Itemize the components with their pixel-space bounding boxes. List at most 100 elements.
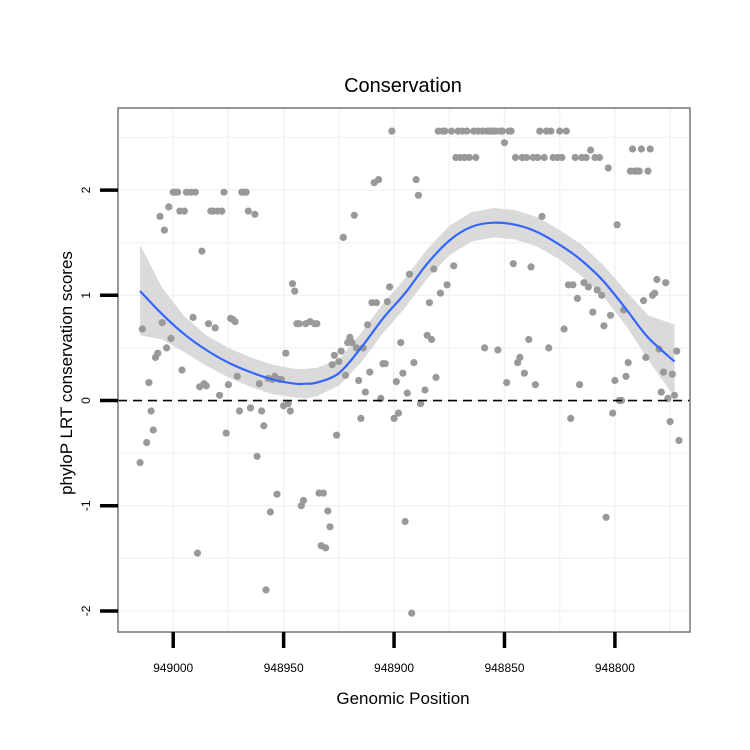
data-point: [443, 281, 451, 289]
data-point: [675, 436, 683, 445]
data-point: [531, 381, 540, 389]
data-point: [560, 325, 568, 333]
data-point: [573, 294, 582, 302]
data-point: [503, 379, 511, 387]
data-point: [624, 359, 632, 367]
data-point: [509, 260, 517, 268]
data-point: [520, 369, 529, 377]
data-point: [372, 299, 380, 307]
x-tick-label: 948900: [374, 661, 414, 675]
data-point: [545, 344, 553, 352]
data-point: [562, 127, 570, 135]
data-point: [399, 369, 407, 377]
data-point: [538, 212, 546, 220]
y-tick-label: 0: [79, 397, 93, 404]
y-tick-label: 2: [79, 186, 93, 193]
data-point: [255, 380, 263, 388]
data-point: [567, 414, 575, 422]
data-point: [335, 358, 343, 366]
data-point: [390, 414, 398, 422]
data-point: [291, 287, 299, 295]
data-point: [202, 382, 210, 390]
data-point: [511, 153, 520, 162]
data-point: [242, 188, 250, 196]
data-point: [375, 176, 383, 184]
data-point: [136, 459, 144, 467]
data-point: [295, 320, 303, 328]
data-point: [666, 418, 674, 426]
data-point: [481, 344, 489, 352]
data-point: [366, 368, 374, 376]
data-point: [350, 211, 358, 219]
data-point: [525, 335, 533, 344]
data-point: [600, 322, 608, 330]
data-point: [584, 283, 593, 291]
data-point: [421, 386, 429, 394]
data-point: [286, 407, 294, 415]
y-axis: -2 -1 0 1 2: [79, 186, 118, 616]
data-point: [147, 407, 155, 415]
data-point: [288, 280, 297, 288]
data-point: [222, 429, 230, 437]
data-point: [640, 297, 648, 305]
data-point: [220, 188, 228, 196]
data-point: [589, 308, 597, 316]
data-point: [189, 313, 197, 321]
data-point: [428, 335, 436, 344]
x-tick-label: 948950: [264, 661, 304, 675]
data-point: [313, 320, 321, 328]
x-axis-title: Genomic Position: [336, 689, 469, 708]
data-point: [425, 299, 433, 307]
data-point: [224, 381, 232, 389]
data-point: [235, 407, 244, 415]
data-point: [143, 439, 151, 447]
data-point: [337, 347, 345, 355]
data-point: [494, 346, 502, 354]
data-point: [582, 153, 590, 162]
data-point: [523, 153, 531, 162]
data-point: [156, 212, 164, 220]
data-point: [392, 378, 400, 386]
data-point: [653, 275, 661, 284]
data-point: [251, 210, 259, 218]
confidence-band-layer: [140, 208, 675, 399]
data-point: [383, 298, 391, 306]
data-point: [622, 372, 630, 380]
data-point: [348, 339, 356, 347]
data-point: [397, 339, 405, 347]
data-point: [673, 347, 681, 355]
data-point: [381, 360, 389, 368]
y-tick-label: -2: [79, 605, 93, 616]
data-point: [613, 221, 621, 229]
data-point: [233, 372, 241, 380]
data-point: [339, 233, 347, 241]
chart-title: Conservation: [344, 75, 462, 97]
data-point: [556, 127, 564, 135]
data-point: [463, 127, 471, 135]
data-point: [138, 325, 146, 333]
data-point: [198, 247, 206, 255]
data-point: [330, 351, 338, 359]
data-point: [403, 389, 411, 397]
data-point: [472, 153, 480, 162]
data-point: [355, 376, 363, 385]
data-point: [417, 400, 425, 408]
data-point: [167, 334, 175, 342]
data-point: [558, 153, 566, 162]
data-point: [447, 127, 456, 135]
data-point: [158, 319, 166, 327]
data-point: [670, 391, 679, 399]
data-point: [178, 366, 186, 374]
data-point: [527, 263, 535, 271]
data-point: [282, 349, 290, 357]
data-point: [534, 153, 542, 162]
data-point: [611, 376, 619, 385]
data-point: [500, 139, 509, 147]
data-point: [606, 311, 615, 319]
data-point: [246, 404, 255, 412]
data-point: [364, 321, 372, 329]
data-point: [571, 153, 579, 162]
data-point: [319, 489, 327, 497]
x-tick-label: 948850: [484, 661, 524, 675]
